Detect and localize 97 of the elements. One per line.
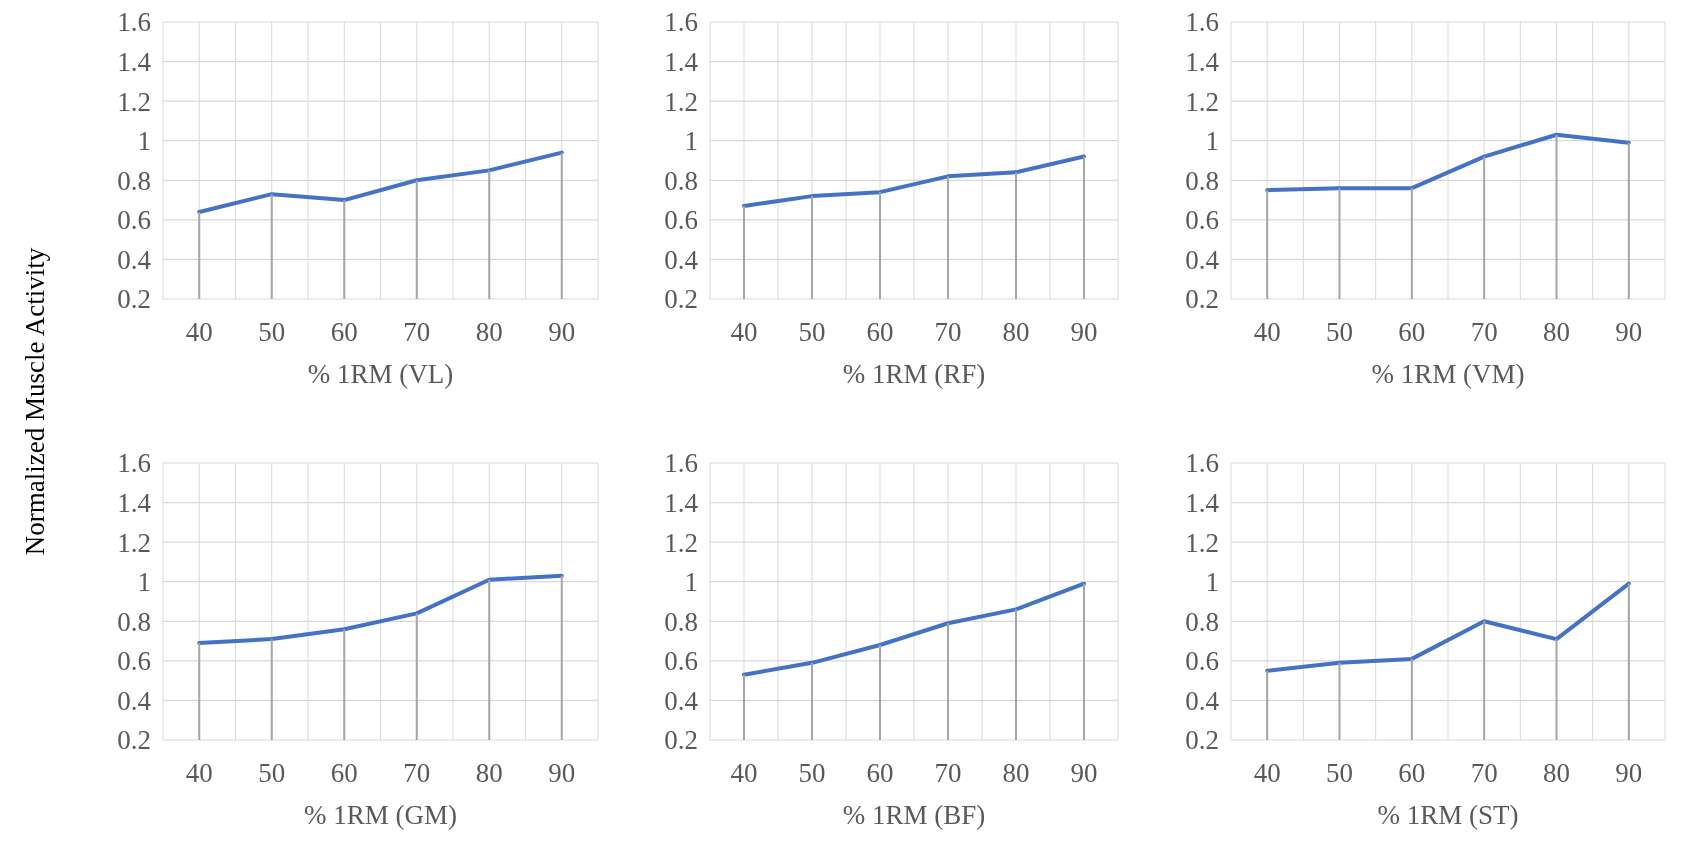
x-axis-title: % 1RM (VL) bbox=[307, 359, 454, 389]
y-tick-label: 1.6 bbox=[117, 448, 151, 479]
y-tick-label: 0.6 bbox=[117, 205, 151, 236]
line-series bbox=[197, 150, 564, 214]
x-tick-label: 50 bbox=[258, 317, 286, 347]
x-tick-label: 60 bbox=[1398, 317, 1426, 347]
x-tick-label: 90 bbox=[548, 317, 576, 347]
y-tick-label: 1 bbox=[1205, 567, 1219, 598]
x-tick-label: 80 bbox=[1002, 758, 1030, 788]
x-axis-title: % 1RM (BF) bbox=[842, 800, 986, 830]
y-tick-label: 0.4 bbox=[1185, 244, 1220, 275]
x-tick-label: 60 bbox=[866, 317, 894, 347]
x-tick-label: 80 bbox=[1543, 317, 1570, 347]
y-tick-label: 0.2 bbox=[664, 284, 698, 315]
y-tick-label: 1.2 bbox=[1185, 86, 1219, 117]
y-tick-label: 1 bbox=[684, 567, 698, 598]
x-tick-label: 40 bbox=[185, 758, 213, 788]
x-tick-label: 70 bbox=[1470, 317, 1498, 347]
y-tick-label: 1.2 bbox=[664, 527, 698, 558]
x-axis-title: % 1RM (VM) bbox=[1371, 359, 1525, 389]
y-tick-label: 0.8 bbox=[117, 606, 151, 637]
y-tick-label: 0.2 bbox=[664, 725, 698, 756]
y-tick-label: 0.4 bbox=[1185, 685, 1220, 716]
x-tick-label: 80 bbox=[475, 317, 503, 347]
y-tick-label: 1.2 bbox=[1185, 527, 1219, 558]
y-tick-label: 1 bbox=[1205, 126, 1219, 157]
x-tick-label: 50 bbox=[798, 758, 826, 788]
y-tick-label: 0.8 bbox=[117, 165, 151, 196]
y-tick-label: 0.4 bbox=[664, 244, 699, 275]
x-tick-label: 70 bbox=[403, 317, 431, 347]
y-tick-label: 1.4 bbox=[117, 488, 152, 519]
y-tick-label: 1.6 bbox=[117, 7, 151, 38]
x-tick-label: 50 bbox=[1326, 317, 1353, 347]
x-tick-label: 40 bbox=[185, 317, 213, 347]
y-tick-label: 1.4 bbox=[1185, 47, 1220, 78]
y-tick-label: 0.6 bbox=[1185, 205, 1219, 236]
x-tick-label: 90 bbox=[1070, 758, 1098, 788]
y-tick-label: 1.4 bbox=[1185, 488, 1220, 519]
x-axis-title: % 1RM (GM) bbox=[304, 800, 457, 830]
y-tick-label: 0.8 bbox=[664, 606, 698, 637]
y-tick-label: 0.2 bbox=[1185, 725, 1219, 756]
x-tick-label: 70 bbox=[1470, 758, 1498, 788]
x-tick-label: 50 bbox=[1326, 758, 1353, 788]
x-tick-label: 80 bbox=[1543, 758, 1570, 788]
x-tick-label: 40 bbox=[1253, 317, 1281, 347]
y-tick-label: 1.4 bbox=[664, 488, 699, 519]
y-tick-label: 0.4 bbox=[664, 685, 699, 716]
y-tick-label: 1.2 bbox=[117, 86, 151, 117]
x-tick-label: 50 bbox=[798, 317, 826, 347]
x-tick-label: 70 bbox=[934, 758, 962, 788]
x-tick-label: 60 bbox=[330, 317, 358, 347]
x-tick-label: 80 bbox=[1002, 317, 1030, 347]
y-tick-label: 0.6 bbox=[664, 205, 698, 236]
x-tick-label: 50 bbox=[258, 758, 286, 788]
x-tick-label: 60 bbox=[1398, 758, 1426, 788]
line-series bbox=[1265, 581, 1631, 673]
y-tick-label: 0.4 bbox=[117, 244, 152, 275]
y-tick-label: 1 bbox=[137, 126, 151, 157]
x-tick-label: 40 bbox=[730, 317, 758, 347]
y-tick-label: 0.6 bbox=[117, 646, 151, 677]
x-tick-label: 80 bbox=[475, 758, 503, 788]
x-tick-label: 90 bbox=[548, 758, 576, 788]
y-tick-label: 1.4 bbox=[117, 47, 152, 78]
y-tick-label: 0.6 bbox=[664, 646, 698, 677]
x-axis-title: % 1RM (RF) bbox=[842, 359, 986, 389]
line-series bbox=[742, 154, 1086, 209]
y-tick-label: 1 bbox=[137, 567, 151, 598]
y-tick-label: 0.8 bbox=[1185, 165, 1219, 196]
y-tick-label: 0.2 bbox=[117, 725, 151, 756]
y-tick-label: 1.6 bbox=[1185, 7, 1219, 38]
y-tick-label: 1.6 bbox=[664, 7, 698, 38]
y-tick-label: 1.2 bbox=[117, 527, 151, 558]
y-axis-title: Normalized Muscle Activity bbox=[20, 247, 50, 556]
y-tick-label: 1.4 bbox=[664, 47, 699, 78]
x-tick-label: 90 bbox=[1615, 758, 1643, 788]
y-tick-label: 1.6 bbox=[1185, 448, 1219, 479]
y-tick-label: 0.6 bbox=[1185, 646, 1219, 677]
x-tick-label: 40 bbox=[730, 758, 758, 788]
y-tick-label: 0.8 bbox=[664, 165, 698, 196]
x-axis-title: % 1RM (ST) bbox=[1377, 800, 1519, 830]
x-tick-label: 90 bbox=[1070, 317, 1098, 347]
x-tick-label: 60 bbox=[330, 758, 358, 788]
line-series bbox=[742, 581, 1086, 677]
line-series bbox=[1265, 132, 1631, 193]
y-tick-label: 0.4 bbox=[117, 685, 152, 716]
y-tick-label: 0.2 bbox=[117, 284, 151, 315]
x-tick-label: 90 bbox=[1615, 317, 1643, 347]
y-tick-label: 1 bbox=[684, 126, 698, 157]
y-tick-label: 1.2 bbox=[664, 86, 698, 117]
x-tick-label: 60 bbox=[866, 758, 894, 788]
y-tick-label: 1.6 bbox=[664, 448, 698, 479]
y-tick-label: 0.8 bbox=[1185, 606, 1219, 637]
x-tick-label: 70 bbox=[934, 317, 962, 347]
y-tick-label: 0.2 bbox=[1185, 284, 1219, 315]
x-tick-label: 70 bbox=[403, 758, 431, 788]
line-series bbox=[197, 573, 564, 646]
x-tick-label: 40 bbox=[1253, 758, 1281, 788]
